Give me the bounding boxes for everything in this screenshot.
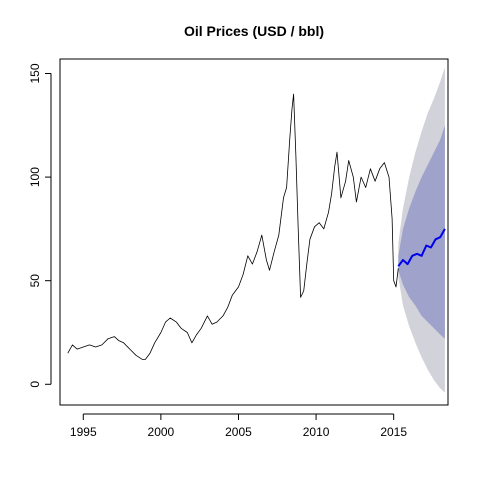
axes: 1995 2000 2005 2010 2015 0 50 100 150: [28, 63, 407, 439]
y-tick-label: 50: [28, 274, 42, 288]
plot-frame: [60, 59, 448, 405]
history-line: [68, 94, 399, 359]
x-tick-label: 2000: [148, 425, 175, 439]
series-lines: [68, 94, 445, 359]
forecast-bands: [398, 67, 445, 392]
y-tick-label: 0: [28, 381, 42, 388]
chart-title: Oil Prices (USD / bbl): [184, 23, 324, 39]
y-tick-label: 150: [28, 63, 42, 83]
x-tick-label: 2005: [225, 425, 252, 439]
x-tick-label: 1995: [70, 425, 97, 439]
x-tick-label: 2010: [303, 425, 330, 439]
y-tick-label: 100: [28, 167, 42, 187]
x-tick-label: 2015: [380, 425, 407, 439]
